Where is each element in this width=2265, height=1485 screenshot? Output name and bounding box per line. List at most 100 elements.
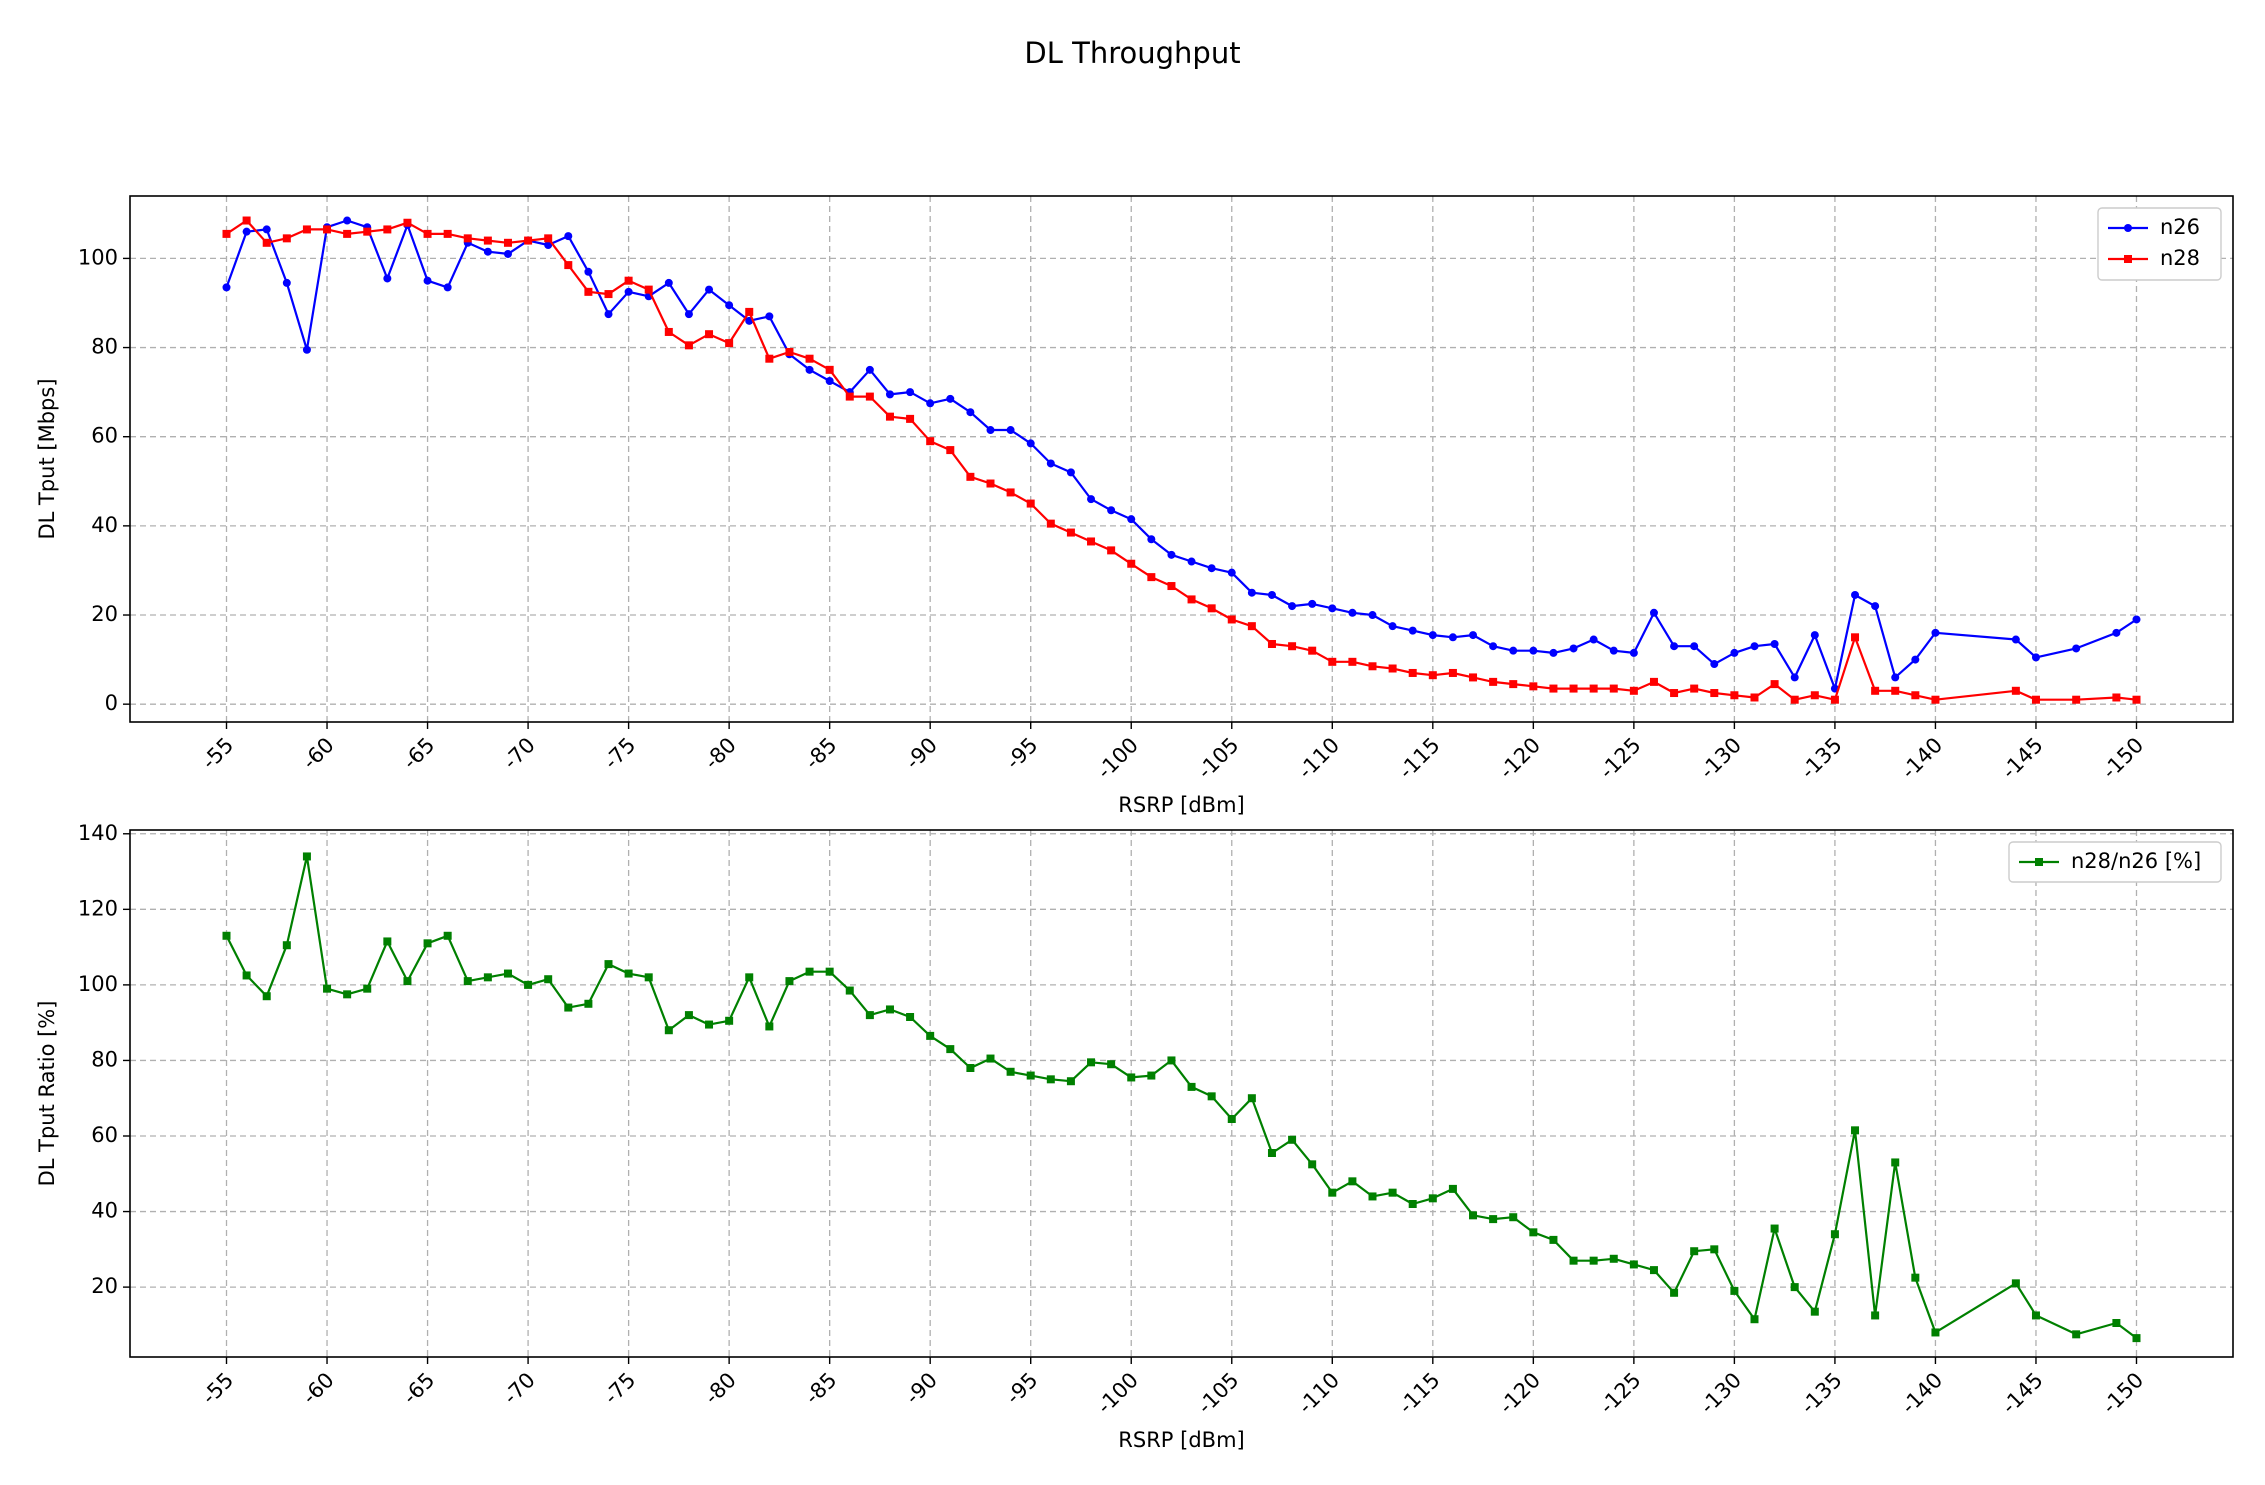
data-point — [483, 973, 492, 982]
data-point — [684, 1011, 693, 1020]
data-point — [1911, 691, 1920, 700]
data-point — [302, 345, 311, 354]
data-point — [1609, 646, 1618, 655]
x-tick-label: -80 — [700, 1368, 741, 1409]
data-point — [524, 980, 533, 989]
x-tick-label: -140 — [1897, 1368, 1948, 1419]
x-tick-label: -75 — [599, 733, 640, 774]
y-tick-label: 0 — [105, 691, 118, 715]
data-point — [1368, 1192, 1377, 1201]
data-point — [684, 310, 693, 319]
y-tick-label: 120 — [78, 896, 118, 920]
data-point — [1871, 1311, 1880, 1320]
data-point — [865, 1011, 874, 1020]
data-point — [2072, 644, 2081, 653]
y-tick-label: 20 — [91, 602, 118, 626]
x-tick-label: -125 — [1595, 733, 1646, 784]
data-point — [1629, 686, 1638, 695]
x-tick-label: -115 — [1394, 1368, 1445, 1419]
data-point — [1368, 662, 1377, 671]
data-point — [1247, 622, 1256, 631]
data-point — [1288, 642, 1297, 651]
data-point — [1428, 671, 1437, 680]
data-point — [564, 1003, 573, 1012]
data-point — [664, 1026, 673, 1035]
x-tick-label: -110 — [1293, 1368, 1344, 1419]
data-point — [1790, 673, 1799, 682]
data-point — [1187, 595, 1196, 604]
data-point — [443, 931, 452, 940]
data-point — [262, 225, 271, 234]
data-point — [644, 973, 653, 982]
data-point — [604, 290, 613, 299]
data-point — [1207, 564, 1216, 573]
data-point — [1690, 642, 1699, 651]
data-point — [1046, 519, 1055, 528]
data-point — [705, 1020, 714, 1029]
data-point — [443, 229, 452, 238]
y-tick-label: 40 — [91, 513, 118, 537]
data-point — [1690, 1247, 1699, 1256]
data-point — [1348, 1177, 1357, 1186]
data-point — [1549, 1235, 1558, 1244]
x-tick-label: -65 — [398, 1368, 439, 1409]
data-point — [1750, 1315, 1759, 1324]
data-point — [1710, 1245, 1719, 1254]
data-point — [584, 287, 593, 296]
data-point — [1006, 1067, 1015, 1076]
data-point — [1308, 599, 1317, 608]
data-point — [1609, 1254, 1618, 1263]
data-point — [1851, 590, 1860, 599]
data-point — [1871, 602, 1880, 611]
axes-frame — [129, 195, 2234, 723]
data-point — [1649, 608, 1658, 617]
data-point — [1750, 642, 1759, 651]
data-point — [624, 276, 633, 285]
data-point — [1509, 1213, 1518, 1222]
data-point — [544, 975, 553, 984]
data-point — [765, 312, 774, 321]
data-point — [865, 365, 874, 374]
data-point — [966, 408, 975, 417]
data-point — [1066, 468, 1075, 477]
data-point — [1549, 648, 1558, 657]
data-point — [503, 969, 512, 978]
data-point — [765, 1022, 774, 1031]
data-point — [1529, 682, 1538, 691]
data-point — [1227, 568, 1236, 577]
x-tick-label: -130 — [1695, 1368, 1746, 1419]
data-point — [1810, 1307, 1819, 1316]
data-point — [725, 339, 734, 348]
data-point — [383, 225, 392, 234]
data-point — [946, 1045, 955, 1054]
data-point — [604, 960, 613, 969]
data-point — [282, 941, 291, 950]
data-point — [1569, 1256, 1578, 1265]
data-point — [564, 261, 573, 270]
data-point — [986, 1054, 995, 1063]
data-point — [222, 283, 231, 292]
data-point — [1348, 657, 1357, 666]
y-tick-label: 60 — [91, 1123, 118, 1147]
data-point — [1006, 426, 1015, 435]
data-point — [383, 937, 392, 946]
data-point — [1609, 684, 1618, 693]
x-tick-label: -75 — [599, 1368, 640, 1409]
data-point — [1308, 646, 1317, 655]
data-point — [1830, 1230, 1839, 1239]
data-point — [1006, 488, 1015, 497]
x-tick-label: -60 — [298, 1368, 339, 1409]
data-point — [1207, 604, 1216, 613]
data-point — [1891, 1158, 1900, 1167]
data-point — [2112, 628, 2121, 637]
x-axis-label: RSRP [dBm] — [1118, 793, 1244, 817]
x-tick-label: -120 — [1494, 1368, 1545, 1419]
data-point — [865, 392, 874, 401]
data-point — [503, 238, 512, 247]
data-point — [664, 278, 673, 287]
legend-label-n28: n28 — [2160, 246, 2200, 270]
data-point — [1871, 686, 1880, 695]
data-point — [765, 354, 774, 363]
data-point — [1790, 1283, 1799, 1292]
data-point — [1147, 1071, 1156, 1080]
